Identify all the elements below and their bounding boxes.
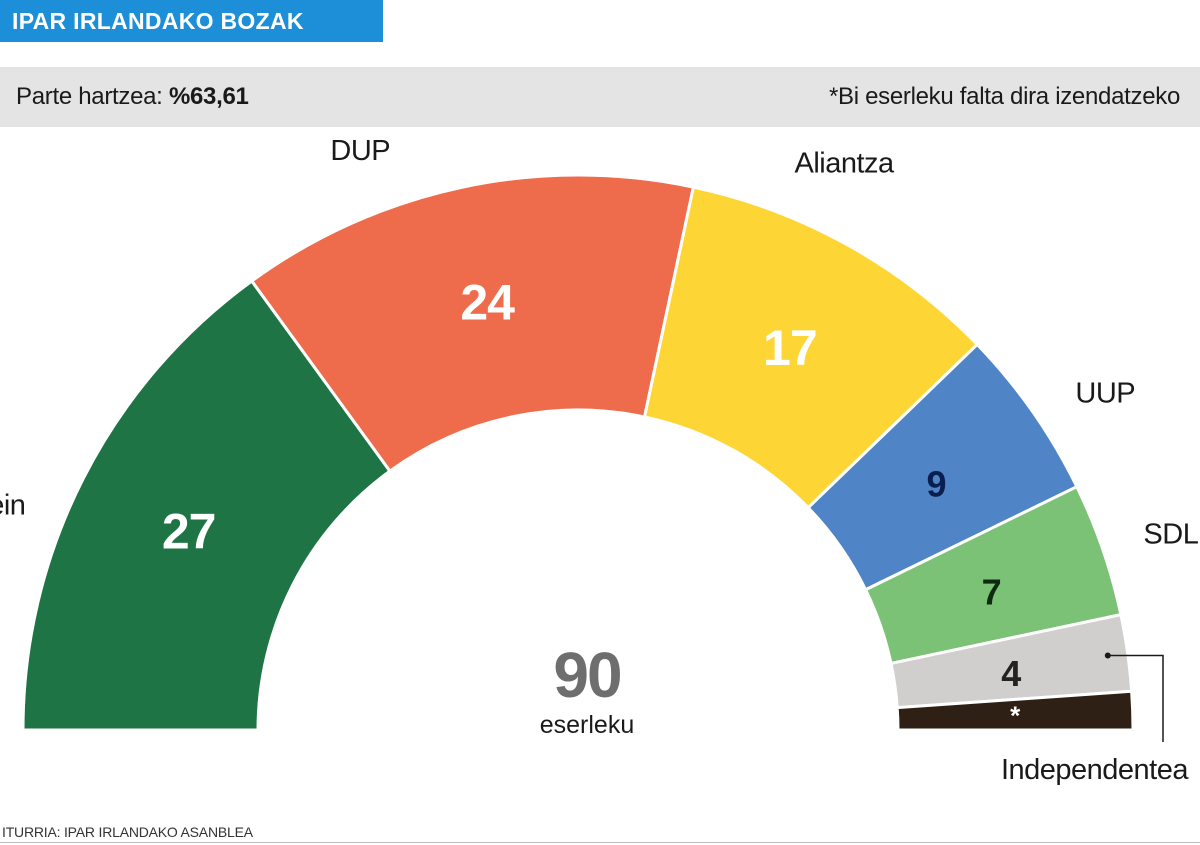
party-name-aliantza: Aliantza: [795, 147, 896, 179]
turnout-value: %63,61: [168, 83, 249, 110]
hemicycle-chart: 27 Sinn Fein 24 DUP 17 Aliantza 9 UUP 7 SDLP 4 * Ind…: [0, 135, 1200, 786]
party-name-sinn-fein: Sinn Fein: [0, 490, 25, 522]
value-label-sinn-fein: 27: [162, 504, 216, 560]
bottom-divider: [0, 842, 1200, 843]
value-label-dup: 24: [460, 275, 515, 331]
total-seats-value: 90: [553, 639, 620, 711]
value-label-sdlp: 7: [982, 572, 1001, 613]
party-name-independentea: Independentea: [1001, 754, 1189, 786]
value-label-uup: 9: [926, 463, 945, 504]
value-label-aliantza: 17: [763, 320, 817, 376]
segment-sinn-fein: [21, 278, 393, 732]
segment-dup: [249, 173, 696, 474]
hemicycle-labels: 27 Sinn Fein 24 DUP 17 Aliantza 9 UUP 7 SDLP 4 * Ind…: [0, 135, 1200, 786]
turnout: Parte hartzea: %63,61: [16, 67, 249, 127]
segment-reserved: [895, 689, 1135, 732]
hemicycle-segments: [21, 173, 1135, 732]
turnout-label: Parte hartzea:: [16, 83, 163, 110]
total-seats-label: eserleku: [540, 711, 635, 739]
chart-title: IPAR IRLANDAKO BOZAK: [0, 0, 383, 42]
missing-seats-note: *Bi eserleku falta dira izendatzeko: [828, 83, 1180, 110]
source-note: ITURRIA: IPAR IRLANDAKO ASANBLEA: [2, 824, 253, 840]
value-label-reserved: *: [1010, 701, 1021, 731]
info-bar: Parte hartzea: %63,61 *Bi eserleku falta…: [0, 67, 1200, 127]
party-name-uup: UUP: [1075, 377, 1135, 409]
party-name-dup: DUP: [330, 135, 390, 167]
value-label-independentea: 4: [1001, 653, 1021, 694]
party-name-sdlp: SDLP: [1143, 518, 1200, 550]
leader-line-independentea: [1107, 654, 1164, 742]
